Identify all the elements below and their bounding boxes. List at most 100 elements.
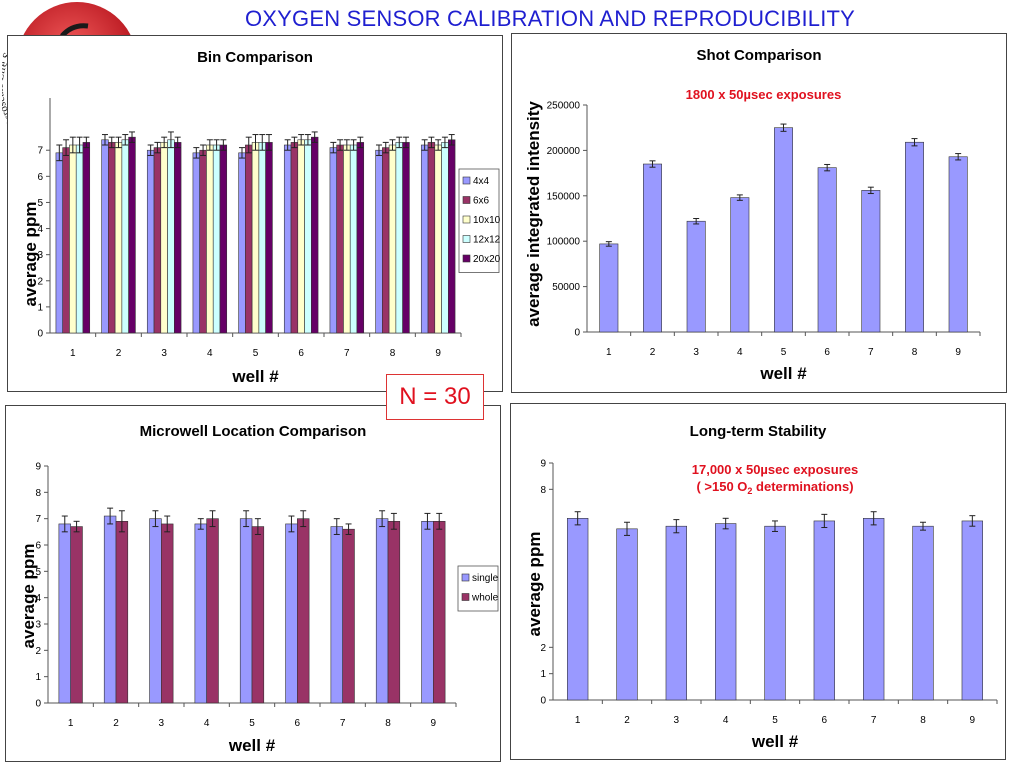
- bar: [375, 518, 389, 704]
- chart-annotation-2: ( >150 O2 determinations): [696, 479, 853, 496]
- x-tick-label: 8: [390, 348, 396, 359]
- x-tick-label: 8: [912, 347, 918, 358]
- shot-comparison-chart: Shot Comparison 1800 x 50µsec exposures 0 5…: [524, 47, 981, 383]
- bar: [251, 142, 260, 334]
- x-tick-label: 1: [70, 348, 76, 359]
- x-tick-label: 4: [207, 348, 213, 359]
- legend-label: 10x10: [473, 215, 501, 226]
- bar: [114, 142, 123, 334]
- bar: [420, 144, 429, 334]
- bar: [382, 147, 390, 334]
- bar: [567, 518, 589, 701]
- legend-swatch: [462, 254, 471, 263]
- bar: [421, 521, 434, 704]
- y-tick-label: 1: [37, 302, 43, 313]
- y-tick-label: 8: [35, 488, 41, 499]
- bar: [387, 521, 401, 704]
- y-tick-label: 0: [37, 329, 43, 340]
- chart-legend: single whole: [457, 565, 499, 612]
- y-tick-label: 7: [35, 514, 41, 525]
- bar: [297, 518, 310, 704]
- bar: [283, 144, 292, 334]
- bar: [153, 147, 162, 334]
- bar: [961, 520, 983, 701]
- bar: [912, 525, 934, 701]
- legend-label: 20x20: [473, 254, 501, 265]
- bar: [356, 142, 365, 334]
- shot-comparison-panel: Shot Comparison 1800 x 50µsec exposures 0 5…: [511, 33, 1007, 393]
- x-tick-label: 5: [781, 347, 787, 358]
- legend-swatch: [461, 573, 470, 582]
- bar: [774, 127, 793, 333]
- bar: [433, 521, 446, 704]
- chart-title: Shot Comparison: [696, 47, 821, 64]
- x-axis-label: well #: [751, 732, 799, 751]
- bar: [199, 149, 207, 334]
- bar: [245, 144, 253, 334]
- x-tick-label: 5: [249, 718, 255, 729]
- legend-label: 12x12: [473, 235, 501, 246]
- y-tick-label: 5: [37, 198, 43, 209]
- bar: [108, 142, 116, 334]
- x-tick-label: 3: [674, 715, 680, 726]
- bar: [599, 243, 619, 333]
- x-tick-label: 3: [161, 348, 167, 359]
- y-tick-label: 250000: [547, 101, 581, 112]
- microwell-location-chart: Microwell Location Comparison 0 1 2 3 4 5 6 7 8 9 1…: [19, 423, 499, 755]
- bin-comparison-chart: Bin Comparison 0 1 2 3 4 5 6 7 1 2 3 4 5 6 7 8 9 4x4 6x6 10x…: [21, 49, 501, 386]
- legend-label: 4x4: [473, 176, 490, 187]
- bar: [75, 144, 84, 334]
- x-axis-label: well #: [759, 364, 807, 383]
- bar: [434, 144, 442, 334]
- bar: [290, 142, 299, 334]
- y-tick-label: 6: [35, 541, 41, 552]
- bar: [427, 142, 436, 334]
- y-axis-label: average ppm: [19, 544, 38, 649]
- legend-swatch: [462, 215, 471, 224]
- bar: [863, 518, 885, 701]
- bar: [304, 139, 312, 334]
- bar: [349, 144, 358, 334]
- x-tick-label: 2: [650, 347, 656, 358]
- chart-legend: 4x4 6x6 10x10 12x12 20x20: [458, 168, 501, 273]
- bar: [817, 167, 837, 333]
- bar: [813, 520, 835, 701]
- bar: [174, 142, 182, 334]
- bar: [258, 142, 266, 334]
- y-tick-label: 8: [540, 485, 546, 496]
- x-tick-label: 8: [920, 715, 926, 726]
- microwell-location-panel: Microwell Location Comparison 0 1 2 3 4 5 6 7 8 9 1…: [5, 405, 501, 762]
- bar: [730, 197, 750, 333]
- y-tick-label: 4: [35, 593, 41, 604]
- bar: [448, 139, 456, 334]
- bar: [149, 518, 162, 704]
- bar: [764, 525, 786, 701]
- bar: [194, 523, 207, 704]
- x-tick-label: 2: [624, 715, 630, 726]
- bar: [206, 518, 219, 704]
- bar: [238, 152, 246, 334]
- y-tick-label: 4: [37, 224, 43, 235]
- long-term-stability-panel: Long-term Stability 17,000 x 50µsec expos…: [510, 403, 1006, 760]
- y-tick-label: 2: [540, 643, 546, 654]
- chart-title: Microwell Location Comparison: [140, 423, 367, 440]
- x-tick-label: 6: [298, 348, 304, 359]
- bar: [69, 144, 77, 334]
- bar: [285, 523, 298, 704]
- legend-swatch: [461, 593, 470, 601]
- y-tick-label: 150000: [547, 191, 581, 202]
- y-axis-label: average ppm: [525, 532, 544, 637]
- x-axis-label: well #: [228, 736, 276, 755]
- chart-title: Bin Comparison: [197, 49, 313, 66]
- y-tick-label: 5: [35, 567, 41, 578]
- bar: [101, 139, 109, 334]
- bar: [715, 523, 737, 701]
- y-tick-label: 0: [35, 699, 41, 710]
- y-axis-label: average integrated intensity: [524, 101, 543, 327]
- bar: [311, 136, 319, 334]
- x-tick-label: 6: [295, 718, 301, 729]
- bar: [441, 142, 449, 334]
- bar: [686, 220, 706, 333]
- x-tick-label: 1: [575, 715, 581, 726]
- bar: [82, 142, 91, 334]
